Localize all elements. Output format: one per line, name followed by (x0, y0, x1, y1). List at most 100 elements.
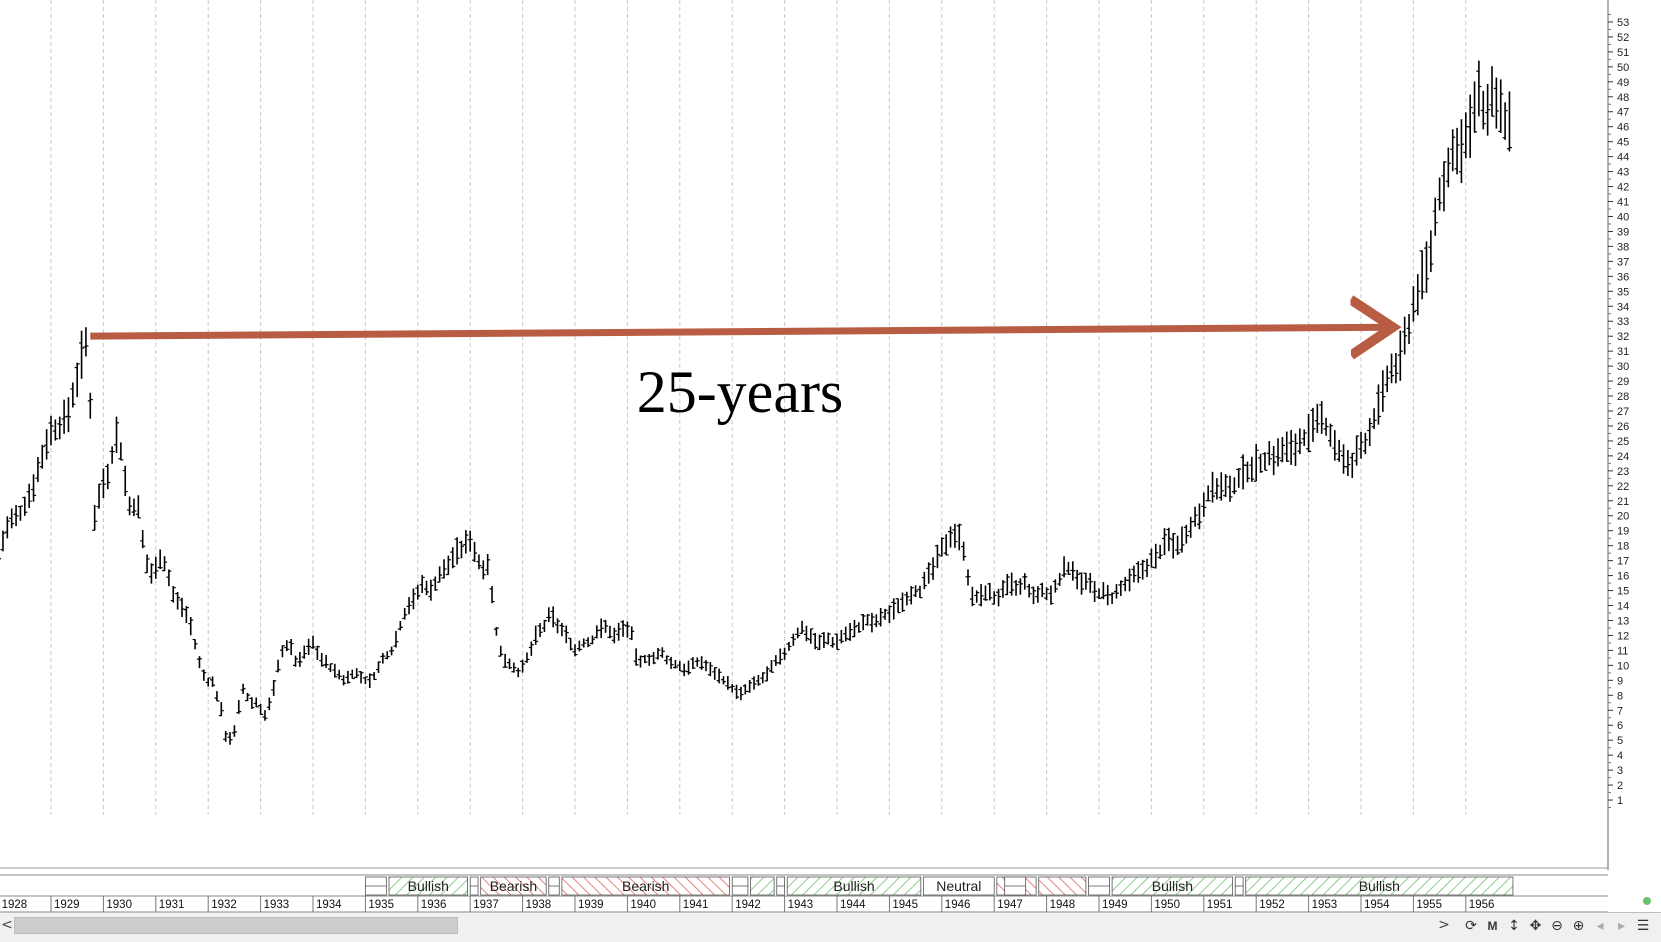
ohlc-bar (458, 540, 464, 559)
x-tick-label: 1944 (840, 899, 866, 911)
ohlc-bar (729, 683, 735, 693)
y-tick-label: 8 (1617, 690, 1623, 702)
ohlc-bar (589, 635, 595, 645)
ohlc-bar (611, 627, 617, 644)
ohlc-bar (1349, 452, 1355, 479)
ohlc-bar (157, 549, 163, 570)
ohlc-bar (1428, 230, 1434, 273)
ohlc-bar (424, 580, 430, 596)
m-button[interactable]: M (1487, 919, 1498, 933)
bottom-toolbar: < > ⟳ M ↕ ✥ ⊖ ⊕ ◂ ▸ ☰ (0, 897, 1661, 942)
ohlc-bar (1196, 503, 1202, 530)
ohlc-bar (1458, 119, 1464, 184)
scroll-right-button[interactable]: > (1438, 917, 1450, 933)
y-tick-label: 44 (1617, 152, 1629, 164)
ohlc-bar (87, 392, 93, 419)
ohlc-bar (638, 655, 643, 668)
ohlc-bar (991, 591, 997, 605)
ohlc-bar (533, 625, 539, 645)
list-icon[interactable]: ☰ (1636, 918, 1650, 934)
ohlc-bar (524, 652, 530, 663)
ohlc-bar (114, 416, 119, 454)
scroll-left-button[interactable]: < (1, 917, 13, 933)
ohlc-bar (162, 556, 168, 572)
ohlc-bar (629, 626, 635, 641)
ohlc-bar (751, 676, 757, 690)
ohlc-bar (624, 621, 630, 638)
ohlc-bar (48, 415, 54, 446)
step-forward-icon[interactable]: ▸ (1617, 918, 1626, 934)
move-icon[interactable]: ✥ (1529, 918, 1542, 934)
ohlc-bar (961, 541, 967, 561)
ohlc-bar (1092, 581, 1098, 602)
ohlc-bar (127, 496, 133, 516)
x-tick-label: 1948 (1050, 899, 1076, 911)
sentiment-segment (548, 876, 560, 896)
zoom-out-icon[interactable]: ⊖ (1551, 918, 1563, 934)
sentiment-label: Neutral (936, 878, 981, 894)
ohlc-bar (808, 628, 814, 644)
ohlc-bar (57, 416, 63, 440)
ohlc-bar (31, 474, 37, 502)
ohlc-bar (1096, 588, 1102, 600)
y-tick-label: 4 (1617, 750, 1623, 762)
ohlc-bar (1074, 569, 1080, 590)
ohlc-bar (969, 586, 975, 607)
y-tick-label: 34 (1617, 301, 1629, 313)
ohlc-bar (895, 598, 901, 614)
ohlc-bar (476, 554, 482, 570)
ohlc-bar (1293, 433, 1298, 467)
y-tick-label: 43 (1617, 167, 1629, 179)
y-tick-label: 13 (1617, 615, 1629, 627)
ohlc-bar (406, 597, 412, 615)
sentiment-segment (1038, 876, 1087, 896)
ohlc-bar (782, 647, 788, 660)
ohlc-bar (1310, 407, 1316, 442)
ohlc-bar (1279, 437, 1285, 463)
ohlc-bar (323, 654, 329, 668)
ohlc-bar (1410, 286, 1416, 322)
y-tick-label: 20 (1617, 511, 1629, 523)
ohlc-bar (1065, 561, 1071, 575)
ohlc-bar (686, 660, 692, 675)
vertical-gridlines (50, 0, 1467, 815)
zoom-in-icon[interactable]: ⊕ (1572, 918, 1585, 934)
x-tick-label: 1931 (159, 899, 185, 911)
ohlc-bar (131, 498, 137, 517)
vertical-fit-icon[interactable]: ↕ (1508, 918, 1520, 934)
x-tick-label: 1946 (945, 899, 971, 911)
x-tick-label: 1937 (473, 899, 499, 911)
ohlc-bar (908, 586, 914, 605)
sentiment-segment (364, 876, 387, 896)
ohlc-bar (205, 677, 211, 687)
ohlc-bar (559, 622, 565, 637)
ohlc-bar (1057, 572, 1063, 586)
ohlc-bar (65, 397, 71, 433)
y-tick-label: 7 (1617, 705, 1623, 717)
x-tick-label: 1956 (1469, 899, 1495, 911)
ohlc-bar (1179, 526, 1185, 553)
ohlc-bar (952, 523, 958, 548)
step-back-icon[interactable]: ◂ (1596, 918, 1604, 934)
sentiment-segment (1234, 876, 1244, 896)
ohlc-bar (288, 639, 294, 656)
ohlc-bar (1498, 79, 1504, 133)
ohlc-bar (921, 571, 927, 590)
ohlc-bar (616, 622, 622, 641)
ohlc-bar (1022, 573, 1028, 590)
y-tick-label: 51 (1617, 47, 1629, 59)
ohlc-bar (284, 640, 290, 652)
ohlc-bar (1441, 161, 1447, 212)
y-tick-label: 24 (1617, 451, 1629, 463)
ohlc-bar (327, 663, 333, 673)
ohlc-bar (572, 644, 578, 657)
y-tick-label: 42 (1617, 182, 1629, 194)
ohlc-bar (358, 671, 364, 684)
horizontal-scroll-thumb[interactable] (14, 917, 458, 934)
ohlc-bar (834, 633, 840, 651)
ohlc-bar (441, 559, 447, 579)
ohlc-bar (712, 667, 718, 680)
refresh-icon[interactable]: ⟳ (1465, 918, 1477, 934)
ohlc-bar (389, 646, 395, 656)
